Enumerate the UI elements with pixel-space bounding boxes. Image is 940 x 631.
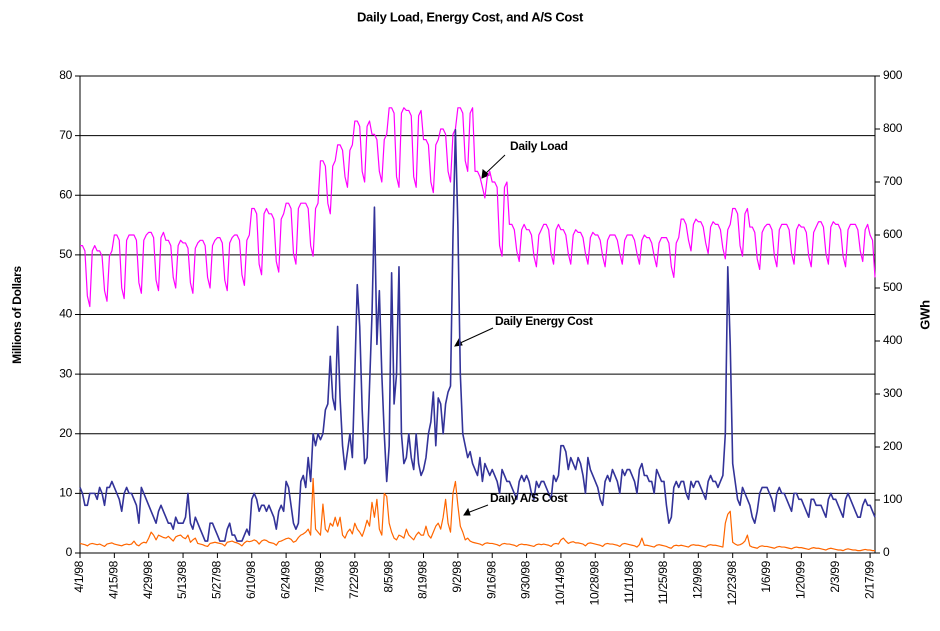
x-tick-label: 2/17/99: [862, 560, 876, 599]
y2-tick-label: 500: [883, 280, 903, 294]
x-tick-label: 4/15/98: [107, 560, 121, 599]
arrow: [466, 504, 489, 514]
x-tick-label: 10/28/98: [587, 560, 601, 605]
y-tick-label: 40: [59, 307, 72, 321]
x-tick-label: 11/11/98: [622, 560, 636, 603]
x-tick-label: 7/22/98: [347, 560, 361, 599]
y-tick-label: 70: [59, 128, 72, 142]
y2-tick-label: 300: [883, 386, 903, 400]
arrow-head: [481, 169, 490, 179]
y-tick-label: 20: [59, 426, 72, 440]
y2-tick-label: 600: [883, 227, 903, 241]
y2-tick-label: 0: [883, 545, 890, 559]
y-tick-label: 80: [59, 68, 72, 82]
x-tick-label: 9/16/98: [484, 560, 498, 599]
y-tick-label: 50: [59, 247, 72, 261]
chart-title: Daily Load, Energy Cost, and A/S Cost: [357, 9, 584, 24]
x-tick-label: 5/13/98: [175, 560, 189, 599]
y-tick-label: 0: [66, 545, 73, 559]
y2-tick-label: 400: [883, 333, 903, 347]
series-line: [79, 477, 875, 552]
y2-tick-label: 700: [883, 174, 903, 188]
x-tick-label: 9/2/98: [450, 560, 464, 592]
arrow: [483, 154, 506, 176]
x-tick-label: 4/29/98: [141, 560, 155, 599]
x-tick-label: 8/5/98: [381, 560, 395, 592]
x-tick-label: 6/10/98: [244, 560, 258, 599]
x-tick-label: 2/3/99: [828, 560, 842, 592]
y-tick-label: 30: [59, 366, 72, 380]
x-tick-label: 6/24/98: [278, 560, 292, 599]
series-line: [80, 107, 876, 308]
x-tick-label: 7/8/98: [313, 560, 327, 592]
x-tick-label: 4/1/98: [72, 560, 86, 592]
annotation: Daily Energy Cost: [495, 314, 593, 328]
x-tick-label: 8/19/98: [416, 560, 430, 599]
y2-axis-label: GWh: [917, 300, 932, 330]
x-tick-label: 11/25/98: [656, 560, 670, 604]
y-axis-label: Millions of Dollars: [10, 266, 24, 364]
annotation: Daily Load: [510, 139, 568, 153]
arrow-head: [454, 337, 463, 347]
x-tick-label: 1/20/99: [794, 560, 808, 599]
x-tick-label: 9/30/98: [519, 560, 533, 599]
series-line: [79, 128, 876, 542]
x-tick-label: 1/6/99: [759, 560, 773, 592]
x-tick-label: 12/23/98: [725, 560, 739, 605]
y-tick-label: 10: [59, 486, 72, 500]
arrow: [457, 327, 494, 345]
x-tick-label: 10/14/98: [553, 560, 567, 605]
annotation: Daily A/S Cost: [490, 491, 568, 505]
arrow-head: [463, 507, 471, 516]
y2-tick-label: 100: [883, 492, 903, 506]
y2-tick-label: 800: [883, 121, 903, 135]
y2-tick-label: 200: [883, 439, 903, 453]
x-tick-label: 5/27/98: [210, 560, 224, 599]
x-tick-label: 12/9/98: [691, 560, 705, 599]
y-tick-label: 60: [59, 187, 72, 201]
y2-tick-label: 900: [883, 68, 903, 82]
